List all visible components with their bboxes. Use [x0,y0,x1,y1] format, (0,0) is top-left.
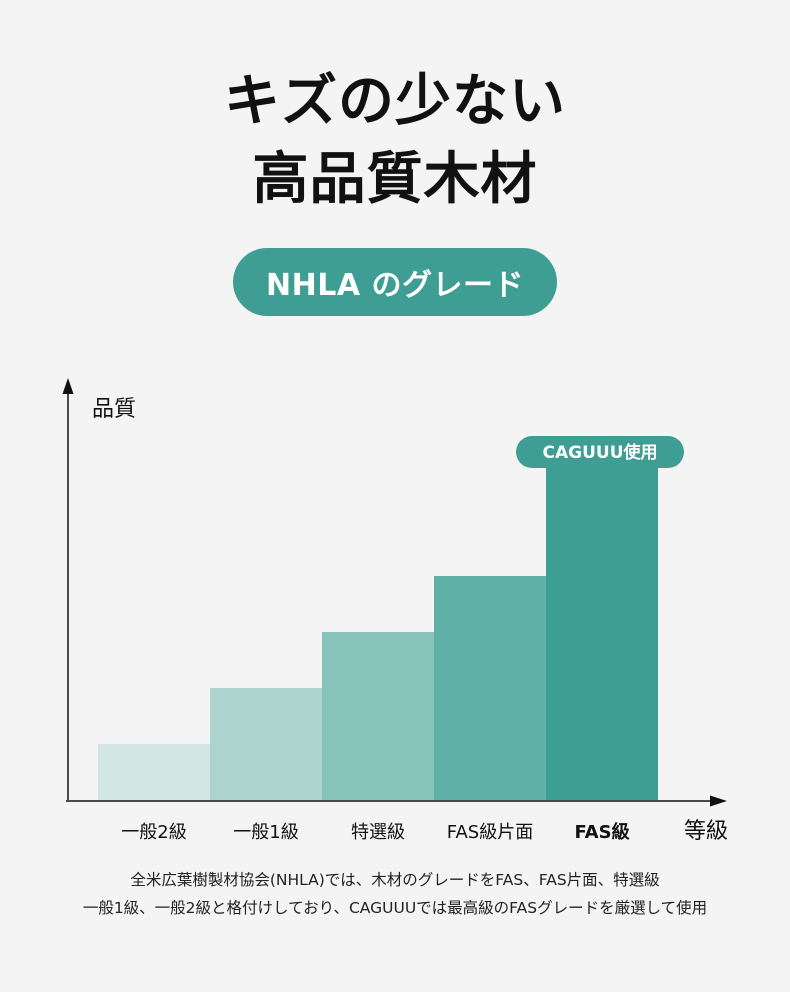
x-axis-label: 等級 [684,819,728,844]
footnote-line-2: 一般1級、一般2級と格付けしており、CAGUUUでは最高級のFASグレードを厳選… [82,899,708,917]
headline-line-1: キズの少ない [224,69,566,134]
tick-label-1: 一般2級 [121,822,186,843]
callout-bubble [516,436,684,468]
tick-label-5: FAS級 [574,821,629,843]
x-axis-arrow-icon [710,795,727,807]
tick-label-4: FAS級片面 [447,822,533,843]
bar-5-fas [546,436,658,800]
bar-group [98,436,658,800]
callout-group: CAGUUU使用 [516,436,684,476]
y-axis-label: 品質 [92,397,136,422]
bar-3-cat [322,632,434,800]
bar-4-fas [434,576,546,800]
bar-2-1 [210,688,322,800]
tick-label-3: 特選級 [351,822,405,843]
callout-pointer-icon [593,467,607,476]
footnote-line-1: 全米広葉樹製材協会(NHLA)では、木材のグレードをFAS、FAS片面、特選級 [130,871,660,889]
tick-label-2: 一般1級 [233,822,298,843]
nhla-grade-badge-label: NHLA のグレード [266,268,524,303]
tick-label-group: 一般2級 一般1級 特選級 FAS級片面 FAS級 [121,821,629,843]
bar-1-2 [98,744,210,800]
y-axis-arrow-icon [62,378,74,394]
callout-label: CAGUUU使用 [543,442,658,463]
headline-line-2: 高品質木材 [252,147,538,212]
nhla-grade-badge: NHLA のグレード [233,248,557,316]
